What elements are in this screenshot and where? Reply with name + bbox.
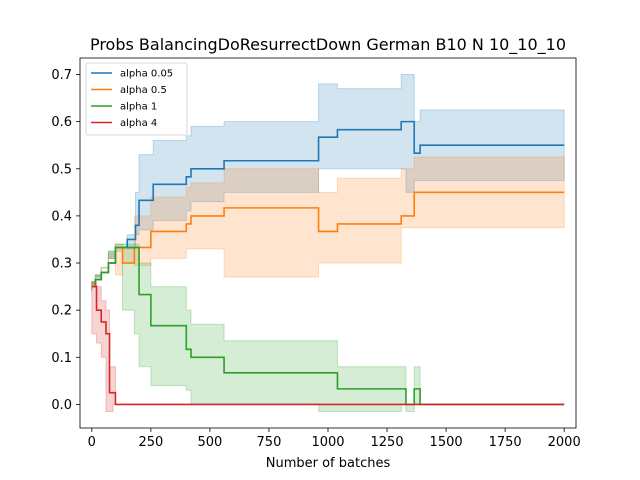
x-tick-label: 1500 xyxy=(430,435,463,450)
series-line-2 xyxy=(91,246,565,406)
y-tick-label: 0.0 xyxy=(51,398,72,413)
x-tick-label: 750 xyxy=(257,435,282,450)
y-tick-label: 0.6 xyxy=(51,115,72,130)
plot-frame xyxy=(79,57,577,429)
y-axis: 0.0 0.1 0.2 0.3 0.4 0.5 0.6 0.7 xyxy=(51,68,80,413)
legend-label: alpha 0.05 xyxy=(120,69,173,80)
y-tick-label: 0.1 xyxy=(51,351,72,366)
legend-label: alpha 0.5 xyxy=(120,85,167,96)
x-tick-label: 250 xyxy=(138,435,163,450)
x-tick-label: 2000 xyxy=(548,435,581,450)
x-axis-label: Number of batches xyxy=(266,456,391,471)
x-tick-label: 0 xyxy=(88,435,96,450)
series-line-3 xyxy=(91,285,565,406)
x-tick-label: 1750 xyxy=(489,435,522,450)
x-tick-label: 500 xyxy=(197,435,222,450)
chart-title: Probs BalancingDoResurrectDown German B1… xyxy=(90,35,566,55)
x-tick-label: 1250 xyxy=(371,435,404,450)
legend-box xyxy=(85,62,188,136)
plot-area xyxy=(91,73,565,413)
legend-label: alpha 1 xyxy=(120,102,157,113)
x-axis: 0 250 500 750 1000 1250 1500 1750 2000 xyxy=(88,428,581,450)
series-band-2 xyxy=(91,243,565,413)
y-tick-label: 0.5 xyxy=(51,162,72,177)
x-tick-label: 1000 xyxy=(311,435,344,450)
legend: alpha 0.05 alpha 0.5 alpha 1 alpha 4 xyxy=(85,62,188,136)
legend-label: alpha 4 xyxy=(120,118,157,129)
y-tick-label: 0.7 xyxy=(51,68,72,83)
y-tick-label: 0.3 xyxy=(51,257,72,272)
y-tick-label: 0.2 xyxy=(51,304,72,319)
y-tick-label: 0.4 xyxy=(51,209,72,224)
